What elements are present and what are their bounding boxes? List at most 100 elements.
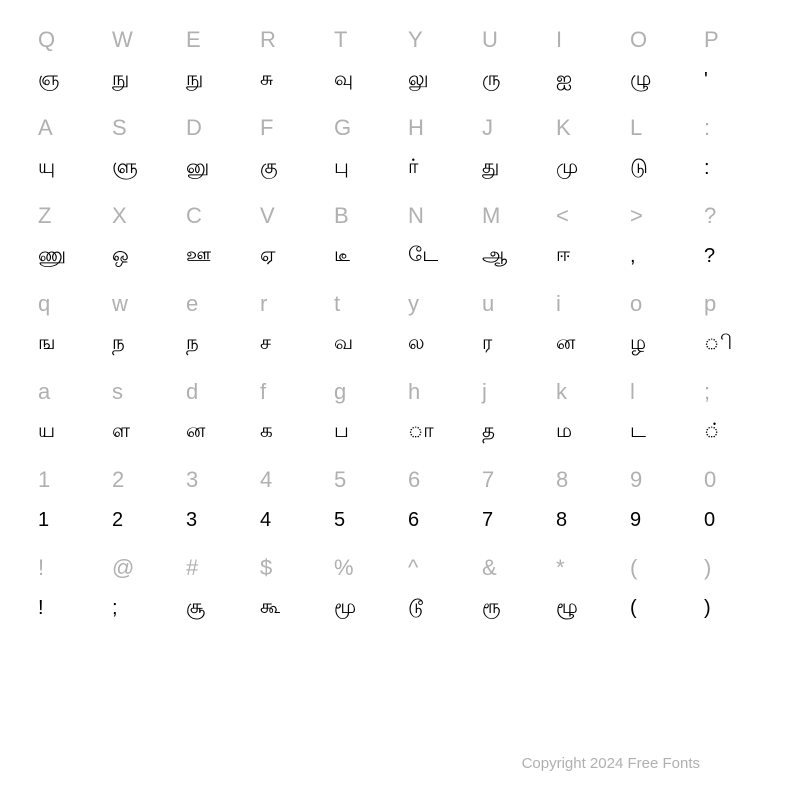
char-cell: Wநு — [104, 20, 178, 108]
key-label: F — [260, 108, 273, 148]
glyph: டு — [630, 148, 648, 188]
glyph: ஒ — [112, 236, 129, 276]
glyph: 2 — [112, 500, 123, 540]
char-cell: wந — [104, 284, 178, 372]
glyph: னு — [186, 148, 209, 188]
char-cell: >, — [622, 196, 696, 284]
char-cell: gப — [326, 372, 400, 460]
key-label: Q — [38, 20, 55, 60]
key-label: r — [260, 284, 267, 324]
glyph: கு — [260, 148, 278, 188]
glyph: ச — [260, 324, 271, 364]
key-label: w — [112, 284, 128, 324]
glyph: ரூ — [482, 588, 501, 628]
key-label: 5 — [334, 460, 346, 500]
glyph: லு — [408, 60, 429, 100]
char-cell: :: — [696, 108, 770, 196]
key-label: < — [556, 196, 569, 236]
key-label: y — [408, 284, 419, 324]
glyph: ர — [482, 324, 492, 364]
key-label: h — [408, 372, 420, 412]
glyph: 1 — [38, 500, 49, 540]
char-cell: <ஈ — [548, 196, 622, 284]
char-cell: iன — [548, 284, 622, 372]
char-cell: Vஏ — [252, 196, 326, 284]
key-label: ( — [630, 548, 637, 588]
char-cell: 00 — [696, 460, 770, 548]
key-label: J — [482, 108, 493, 148]
char-cell: Hர் — [400, 108, 474, 196]
char-cell: P' — [696, 20, 770, 108]
key-label: @ — [112, 548, 134, 588]
glyph: டூ — [408, 588, 423, 628]
key-label: d — [186, 372, 198, 412]
char-cell: Zணு — [30, 196, 104, 284]
glyph: ன — [556, 324, 575, 364]
glyph: மூ — [334, 588, 356, 628]
char-cell: rச — [252, 284, 326, 372]
glyph: , — [630, 236, 636, 276]
char-cell: Yலு — [400, 20, 474, 108]
key-label: 6 — [408, 460, 420, 500]
char-cell: pி — [696, 284, 770, 372]
char-cell: @; — [104, 548, 178, 636]
char-cell: Cஊ — [178, 196, 252, 284]
key-label: k — [556, 372, 567, 412]
key-label: V — [260, 196, 275, 236]
glyph: வ — [334, 324, 353, 364]
char-cell: ;் — [696, 372, 770, 460]
char-cell: Gபு — [326, 108, 400, 196]
glyph: ணு — [38, 236, 66, 276]
glyph: கூ — [260, 588, 280, 628]
char-cell: Iஐ — [548, 20, 622, 108]
key-label: 2 — [112, 460, 124, 500]
char-cell: *ழூ — [548, 548, 622, 636]
key-label: a — [38, 372, 50, 412]
glyph: ் — [704, 412, 722, 452]
key-label: X — [112, 196, 127, 236]
char-cell: oழ — [622, 284, 696, 372]
glyph: ந — [186, 324, 199, 364]
key-label: e — [186, 284, 198, 324]
char-cell: 33 — [178, 460, 252, 548]
key-label: G — [334, 108, 351, 148]
char-cell: (( — [622, 548, 696, 636]
char-cell: dன — [178, 372, 252, 460]
key-label: W — [112, 20, 133, 60]
key-label: 8 — [556, 460, 568, 500]
char-cell: aய — [30, 372, 104, 460]
key-label: B — [334, 196, 349, 236]
key-label: A — [38, 108, 53, 148]
char-cell: Nடே — [400, 196, 474, 284]
key-label: E — [186, 20, 201, 60]
key-label: D — [186, 108, 202, 148]
key-label: Y — [408, 20, 423, 60]
glyph: ா — [408, 412, 434, 452]
glyph: சு — [260, 60, 273, 100]
glyph: ம — [556, 412, 572, 452]
key-label: S — [112, 108, 127, 148]
glyph: 7 — [482, 500, 493, 540]
char-cell: Jது — [474, 108, 548, 196]
char-cell: yல — [400, 284, 474, 372]
key-label: o — [630, 284, 642, 324]
key-label: t — [334, 284, 340, 324]
key-label: # — [186, 548, 198, 588]
glyph: 9 — [630, 500, 641, 540]
glyph: ி — [704, 324, 732, 364]
glyph: பு — [334, 148, 349, 188]
key-label: N — [408, 196, 424, 236]
key-label: 3 — [186, 460, 198, 500]
key-label: u — [482, 284, 494, 324]
glyph: ! — [38, 588, 44, 628]
glyph: ப — [334, 412, 349, 452]
char-cell: Kமு — [548, 108, 622, 196]
key-label: * — [556, 548, 565, 588]
char-cell: )) — [696, 548, 770, 636]
glyph: ஊ — [186, 236, 211, 276]
char-cell: 77 — [474, 460, 548, 548]
key-label: T — [334, 20, 347, 60]
character-map-grid: QஞWநுEநுRசுTவுYலுUருIஐOழுP'AயுSளுDனுFகுG… — [30, 20, 770, 636]
glyph: ? — [704, 236, 715, 276]
glyph: ளு — [112, 148, 138, 188]
